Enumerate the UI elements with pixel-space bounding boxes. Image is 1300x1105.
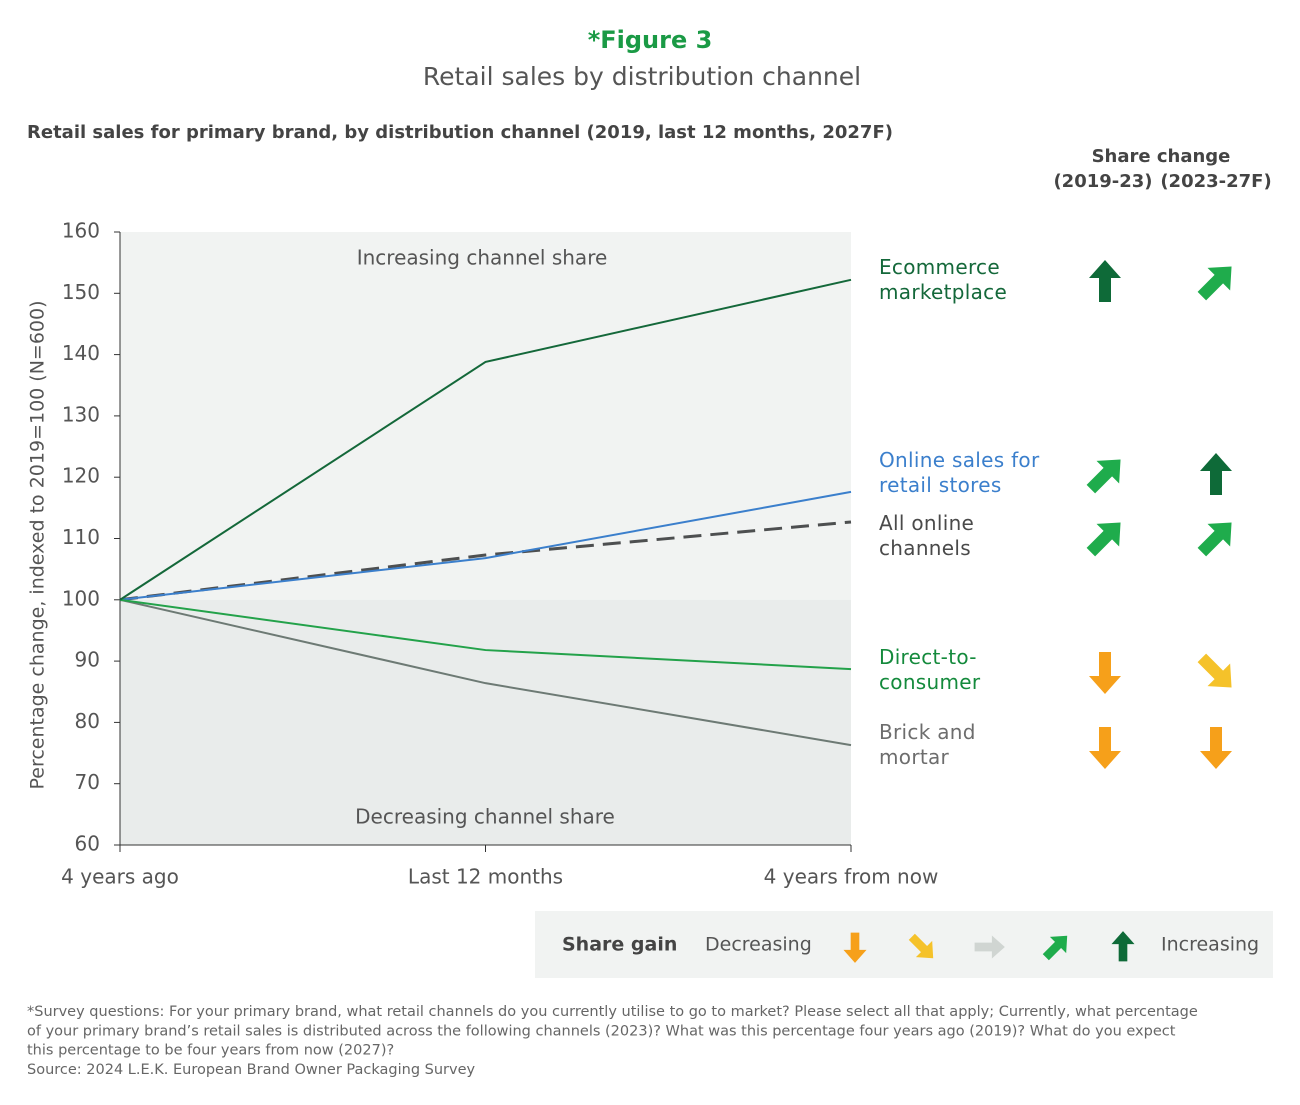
y-tick-label: 140 [62, 341, 100, 365]
share-arrow-shape [1197, 522, 1232, 557]
subtitle: Retail sales by distribution channel [423, 62, 861, 91]
share-arrow [1197, 522, 1232, 557]
series-label: Ecommerce marketplace [879, 255, 1008, 304]
x-tick-label: 4 years ago [61, 865, 179, 889]
series-line [119, 490, 852, 601]
y-tick-label: 90 [75, 648, 100, 672]
legend-arrow [843, 932, 867, 963]
footnote: of your primary brand’s retail sales is … [27, 1023, 1176, 1039]
share-arrow [1089, 727, 1121, 769]
figure-title: *Figure 3 [588, 26, 713, 54]
share-arrow-shape [1197, 653, 1232, 688]
series-label: Direct-to-consumer [879, 645, 981, 694]
plot-lower [120, 599, 851, 845]
legend-arrow-shape [974, 935, 1005, 959]
share-arrow [1086, 522, 1121, 557]
legend-arrow [1042, 935, 1068, 961]
plot-upper [120, 232, 851, 600]
legend-arrow-shape [1111, 931, 1135, 962]
y-tick-label: 150 [62, 280, 100, 304]
y-tick-label: 120 [62, 464, 100, 488]
share-arrow-shape [1089, 260, 1121, 302]
y-tick-label: 60 [75, 832, 100, 856]
legend-low: Decreasing [705, 934, 812, 956]
legend-arrow [908, 933, 934, 959]
share-column: (2019-23) [1053, 171, 1152, 192]
series-line [119, 278, 852, 601]
annotation: Increasing channel share [357, 246, 608, 270]
share-arrow-shape [1089, 727, 1121, 769]
chart-heading: Retail sales for primary brand, by distr… [27, 122, 893, 143]
share-arrow [1200, 453, 1232, 495]
share-arrow-shape [1200, 453, 1232, 495]
legend-box [535, 911, 1273, 978]
share-change-title: Share change [1092, 146, 1231, 167]
y-tick-label: 80 [75, 709, 100, 733]
share-arrow-shape [1200, 727, 1232, 769]
legend-title: Share gain [562, 934, 677, 956]
legend-arrow-shape [1042, 935, 1068, 961]
share-arrow-shape [1197, 266, 1232, 301]
share-arrow [1200, 727, 1232, 769]
series-label: All online channels [879, 511, 975, 560]
footnote: Source: 2024 L.E.K. European Brand Owner… [27, 1062, 475, 1078]
share-arrow [1197, 266, 1232, 301]
series-line [119, 520, 852, 602]
legend-arrow [1111, 931, 1135, 962]
share-arrow-shape [1089, 652, 1121, 694]
share-column: (2023-27F) [1160, 171, 1271, 192]
x-tick-label: 4 years from now [764, 865, 939, 889]
legend-arrow-shape [908, 933, 934, 959]
share-arrow [1086, 459, 1121, 494]
annotation: Decreasing channel share [355, 805, 615, 829]
y-tick-label: 110 [62, 525, 100, 549]
series-line [119, 598, 852, 747]
series-line [119, 598, 852, 671]
series-label: Online sales for retail stores [879, 448, 1040, 497]
share-arrow-shape [1086, 459, 1121, 494]
legend-high: Increasing [1161, 934, 1259, 956]
y-tick-label: 100 [62, 586, 100, 610]
footnote: this percentage to be four years from no… [27, 1043, 394, 1059]
share-arrow [1089, 652, 1121, 694]
legend-arrow-shape [843, 932, 867, 963]
y-tick-label: 70 [75, 770, 100, 794]
series-label: Brick and mortar [879, 720, 976, 769]
y-tick-label: 130 [62, 402, 100, 426]
legend-arrow [974, 935, 1005, 959]
share-arrow [1197, 653, 1232, 688]
x-tick-label: Last 12 months [408, 865, 563, 889]
y-tick-label: 160 [62, 219, 100, 243]
share-arrow [1089, 260, 1121, 302]
footnote: *Survey questions: For your primary bran… [27, 1004, 1198, 1020]
share-arrow-shape [1086, 522, 1121, 557]
y-axis-label: Percentage change, indexed to 2019=100 (… [27, 300, 49, 789]
